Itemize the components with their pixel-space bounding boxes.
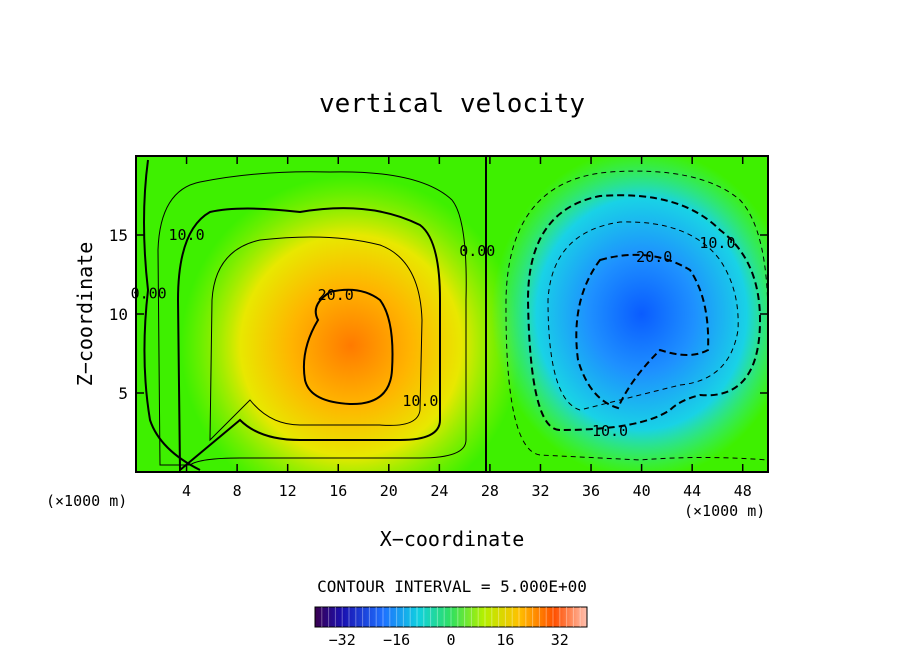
x-tick-label: 16 <box>329 482 347 500</box>
y-axis-ticks: 5 10 15 <box>109 226 768 403</box>
x-tick-label: 24 <box>430 482 448 500</box>
colorbar <box>314 606 588 628</box>
updraft-shading <box>180 175 521 472</box>
x-axis-ticks: 4 8 12 16 20 24 28 32 36 40 44 48 <box>182 156 752 500</box>
contour-label: 0.00 <box>131 284 167 302</box>
colorbar-tick-label: 0 <box>446 631 455 649</box>
contour-updraft-5 <box>157 171 467 466</box>
x-tick-label: 36 <box>582 482 600 500</box>
x-tick-label: 12 <box>279 482 297 500</box>
downdraft-shading <box>491 156 768 472</box>
x-unit-label: (×1000 m) <box>684 502 765 520</box>
y-tick-label: 10 <box>109 305 128 324</box>
y-tick-label: 15 <box>109 226 128 245</box>
contour-downdraft-10 <box>526 194 762 432</box>
contour-zero-left <box>143 159 201 471</box>
z-unit-label: (×1000 m) <box>46 492 127 510</box>
x-tick-label: 20 <box>380 482 398 500</box>
velocity-field <box>136 156 768 472</box>
contour-downdraft-5 <box>505 170 768 461</box>
x-tick-label: 40 <box>633 482 651 500</box>
contour-labels: 0.00 10.0 20.0 10.0 0.00 20.0 10.0 10.0 <box>131 226 736 440</box>
contour-lines <box>143 156 768 472</box>
x-tick-label: 44 <box>683 482 701 500</box>
contour-interval-text: CONTOUR INTERVAL = 5.000E+00 <box>317 577 587 596</box>
colorbar-stripes <box>321 607 581 627</box>
x-tick-label: 48 <box>734 482 752 500</box>
contour-updraft-15 <box>209 236 423 442</box>
contour-label: 10.0 <box>402 392 438 410</box>
contour-updraft-10 <box>176 207 441 472</box>
colorbar-tick-label: 32 <box>551 631 569 649</box>
x-tick-label: 32 <box>531 482 549 500</box>
x-tick-label: 8 <box>233 482 242 500</box>
contour-label: 0.00 <box>459 242 495 260</box>
colorbar-tick-label: 16 <box>496 631 514 649</box>
contour-downdraft-15 <box>547 221 739 411</box>
colorbar-ticks: −32 −16 0 16 32 <box>329 631 569 649</box>
contour-label: 20.0 <box>318 286 354 304</box>
colorbar-tick-label: −16 <box>383 631 410 649</box>
y-tick-label: 5 <box>118 384 128 403</box>
contour-updraft-20 <box>302 288 394 406</box>
x-tick-label: 28 <box>481 482 499 500</box>
contour-label: 10.0 <box>699 234 735 252</box>
x-tick-label: 4 <box>182 482 191 500</box>
contour-label: 10.0 <box>592 422 628 440</box>
x-axis-label: X−coordinate <box>380 527 525 551</box>
contour-downdraft-20 <box>575 253 710 410</box>
contour-label: 10.0 <box>168 226 204 244</box>
chart-title: vertical velocity <box>319 89 585 119</box>
y-axis-label: Z−coordinate <box>73 242 97 387</box>
contour-label: 20.0 <box>636 248 672 266</box>
colorbar-tick-label: −32 <box>329 631 356 649</box>
